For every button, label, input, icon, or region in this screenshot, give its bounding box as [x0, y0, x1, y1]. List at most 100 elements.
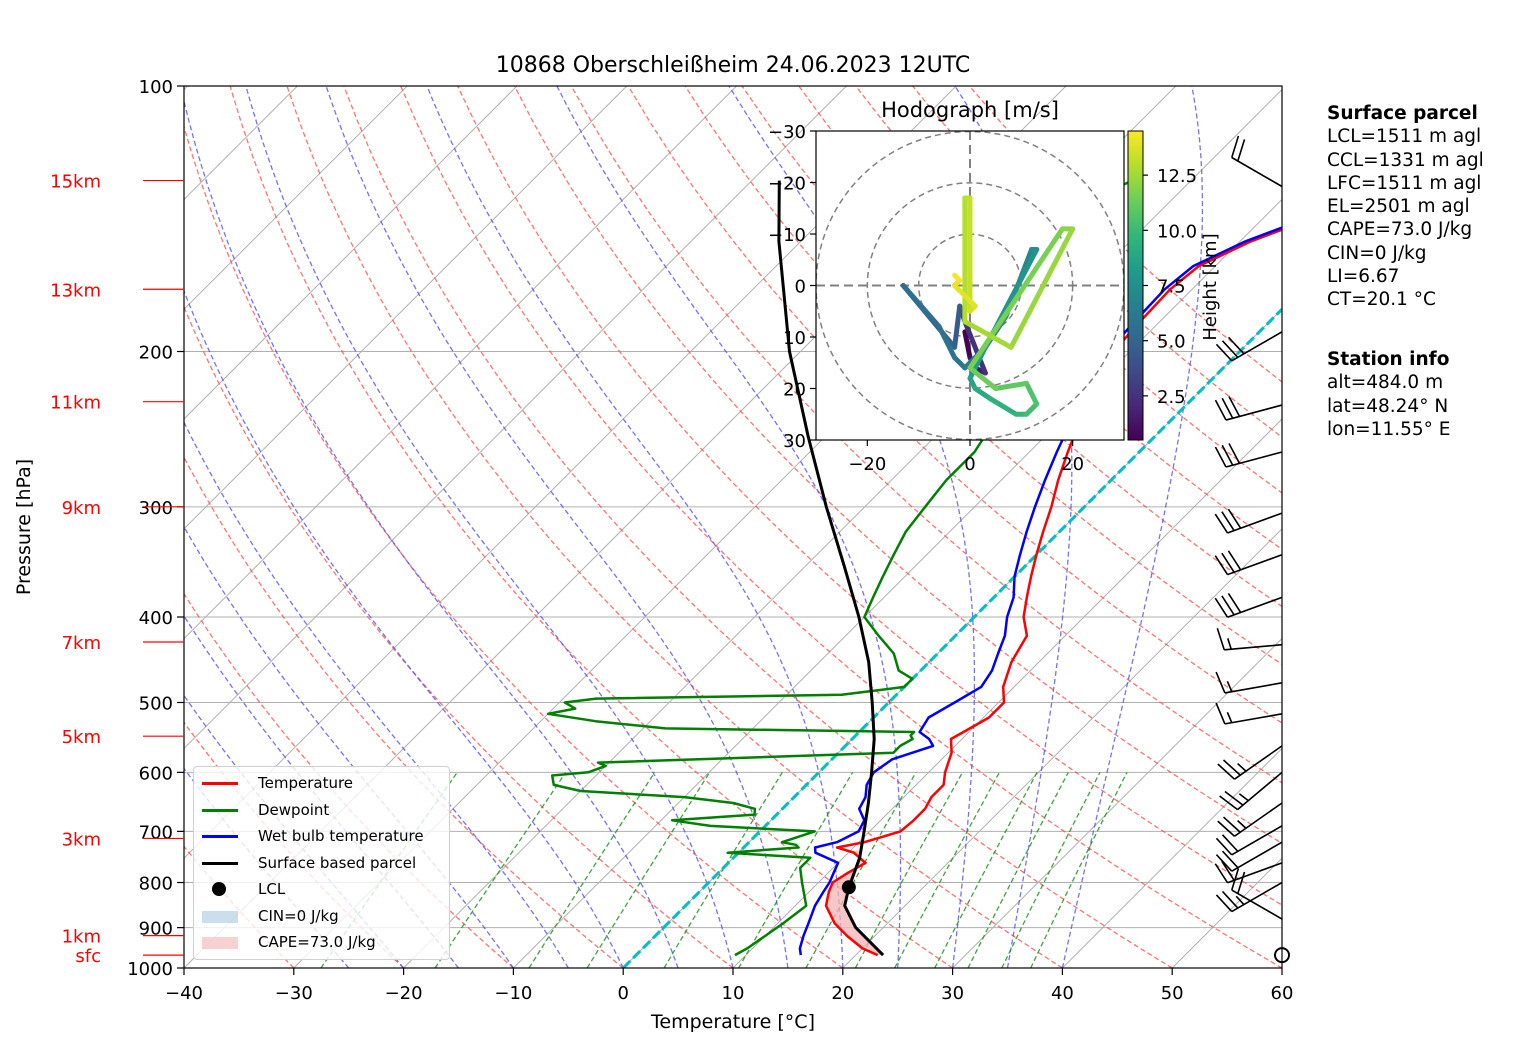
lcl-marker [841, 880, 856, 895]
hodograph-y-tick-label: 10 [783, 328, 806, 349]
wind-barb [1217, 745, 1283, 780]
barb-shaft [1231, 841, 1283, 872]
legend-label: CAPE=73.0 J/kg [258, 933, 376, 951]
hodograph-segment [952, 283, 978, 309]
mixing-ratio-line [1030, 772, 1128, 968]
dewpoint-line [546, 176, 1140, 957]
legend-item: Dewpoint [202, 800, 329, 820]
barb-flag [1215, 702, 1226, 725]
colorbar-tick-label: 7.5 [1157, 277, 1186, 298]
station-lat: lat=48.24° N [1327, 395, 1449, 417]
barb-shaft [1237, 771, 1283, 811]
y-tick-label: 300 [139, 498, 173, 519]
height-label: 5km [62, 727, 101, 748]
hodograph-y-tick-label: 30 [783, 431, 806, 452]
parcel-ct: CT=20.1 °C [1327, 289, 1436, 311]
hodograph-y-tick-label: −20 [768, 174, 806, 195]
legend-swatch [202, 800, 238, 820]
station-alt: alt=484.0 m [1327, 372, 1444, 394]
moist-adiabat [325, 86, 789, 968]
parcel-ccl: CCL=1331 m agl [1327, 149, 1484, 171]
wind-barb [1214, 396, 1283, 421]
height-label: 3km [62, 829, 101, 850]
barb-flag [1221, 397, 1234, 419]
barb-shaft [1231, 331, 1283, 362]
barb-shaft [1227, 862, 1283, 884]
colorbar-tick-label: 5.0 [1157, 332, 1186, 353]
isotherm-line [184, 86, 847, 750]
wind-barb [1215, 825, 1283, 856]
height-label: 15km [50, 172, 101, 193]
legend-label: LCL [258, 880, 286, 898]
calm-wind-circle [1274, 947, 1290, 964]
y-tick-label: 100 [139, 77, 173, 98]
barb-half-flag [1238, 793, 1249, 802]
y-tick-label: 500 [139, 693, 173, 714]
barb-shaft [1234, 745, 1283, 780]
x-tick-label: 40 [1051, 983, 1074, 1004]
hodograph-segment [962, 319, 1014, 350]
hodograph-segment [962, 329, 973, 361]
dry-adiabat [343, 86, 1173, 968]
barb-flag [1227, 593, 1242, 613]
legend-label: Dewpoint [258, 800, 330, 819]
wind-barb [1215, 841, 1283, 872]
dry-adiabat [400, 86, 1282, 968]
wind-barb [1231, 868, 1283, 920]
isotherm-line [732, 418, 1282, 968]
barb-shaft [1234, 802, 1283, 837]
dry-adiabat [184, 456, 624, 968]
colorbar-label: Height [km] [1200, 233, 1221, 340]
barb-flag [1214, 513, 1229, 534]
barb-flag [1221, 890, 1239, 909]
wind-barb [1274, 947, 1290, 964]
barb-flag [1214, 399, 1227, 421]
dry-adiabat [184, 305, 734, 968]
x-tick-label: 0 [617, 983, 628, 1004]
dry-adiabat [286, 86, 1063, 968]
legend-item: CIN=0 J/kg [202, 906, 339, 926]
barb-flag [1221, 595, 1235, 616]
moist-adiabat [184, 614, 460, 968]
x-tick-label: −10 [494, 983, 532, 1004]
mixing-ratio-line [528, 771, 656, 968]
dry-adiabat [513, 86, 1282, 845]
hodograph-segment [967, 226, 1065, 371]
hodograph-x-tick-label: 20 [1061, 454, 1084, 475]
legend-swatch [202, 826, 238, 846]
barb-flag [1215, 854, 1233, 872]
hodograph-plot-area [816, 131, 1124, 440]
hodograph-y-tick-label: 0 [795, 277, 806, 298]
x-tick-label: 10 [722, 983, 745, 1004]
hodograph-y-tick-label: −10 [768, 225, 806, 246]
barb-flag [1215, 343, 1233, 362]
barb-flag [1221, 850, 1239, 869]
wind-barb [1217, 802, 1283, 837]
mixing-ratio-line [738, 771, 854, 968]
wind-barb [1214, 593, 1283, 618]
moist-adiabat [184, 98, 679, 968]
barb-half-flag [1226, 638, 1232, 650]
colorbar-tick-label: 12.5 [1157, 166, 1197, 187]
x-tick-label: −30 [275, 983, 313, 1004]
hodograph-x-tick-label: −20 [848, 454, 886, 475]
surface-parcel-heading: Surface parcel [1327, 103, 1478, 124]
height-label: 7km [62, 633, 101, 654]
moist-adiabat [556, 86, 902, 968]
isotherm-line [184, 86, 628, 530]
moist-adiabat [245, 86, 734, 968]
hodograph-segment [900, 283, 942, 330]
moist-adiabat [184, 289, 624, 968]
barb-shaft [1231, 889, 1283, 920]
legend-item: Temperature [202, 773, 353, 793]
x-tick-label: 50 [1161, 983, 1184, 1004]
barb-flag [1221, 511, 1235, 532]
moist-adiabat [1061, 86, 1204, 968]
hodograph-y-tick-label: −30 [768, 122, 806, 143]
parcel-lcl: LCL=1511 m agl [1327, 126, 1482, 148]
zero-isotherm [622, 307, 1282, 968]
legend-label: CIN=0 J/kg [258, 906, 339, 925]
legend-swatch [202, 879, 238, 899]
legend-item: Surface based parcel [202, 853, 416, 873]
